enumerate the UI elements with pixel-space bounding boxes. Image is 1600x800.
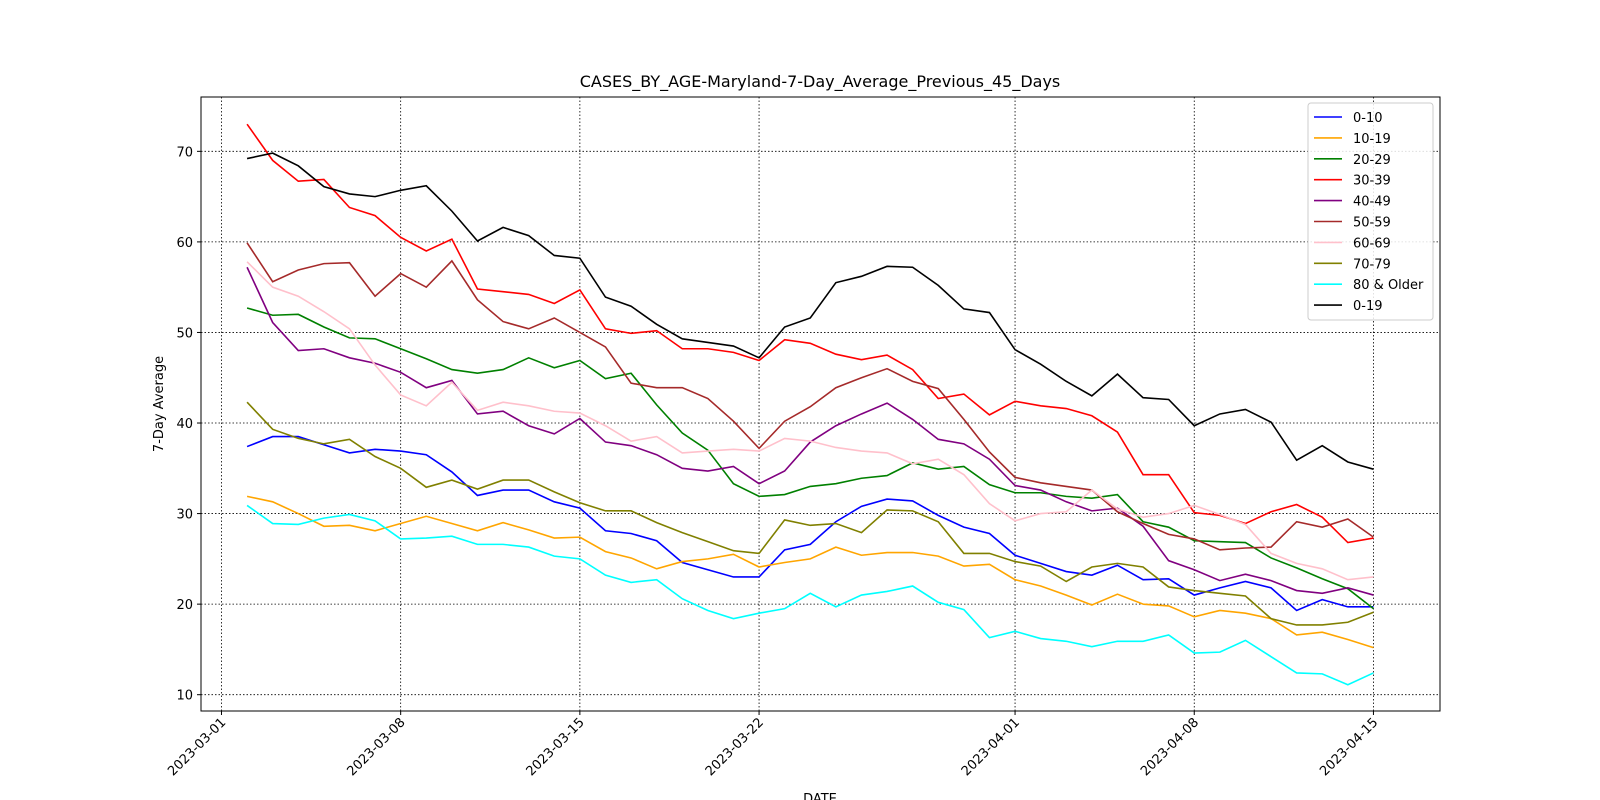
legend: 0-10 10-19 20-29 30-39 40-49 50-59 60-69 70-79 8… xyxy=(1307,102,1434,321)
series-line xyxy=(246,401,1374,626)
plot-frame xyxy=(200,96,1441,712)
y-tick-label: 40 xyxy=(176,417,193,432)
y-tick-label: 60 xyxy=(176,236,193,251)
y-axis-label: 7-Day Average xyxy=(152,356,167,452)
series-line xyxy=(246,307,1374,610)
legend-label: 80 & Older xyxy=(1353,278,1424,293)
legend-label: 50-59 xyxy=(1353,216,1391,231)
legend-box xyxy=(1307,102,1434,321)
series-line xyxy=(246,495,1374,649)
y-tick-label: 70 xyxy=(176,145,193,160)
y-tick-label: 50 xyxy=(176,326,193,341)
legend-label: 70-79 xyxy=(1353,257,1391,272)
y-tick-label: 30 xyxy=(176,508,193,523)
legend-label: 10-19 xyxy=(1353,132,1391,147)
series-line xyxy=(246,261,1374,581)
legend-label: 30-39 xyxy=(1353,174,1391,189)
legend-label: 20-29 xyxy=(1353,153,1391,168)
series-line xyxy=(246,504,1374,686)
series-line xyxy=(246,152,1374,470)
legend-label: 40-49 xyxy=(1353,195,1391,210)
series-line xyxy=(246,266,1374,596)
legend-label: 0-10 xyxy=(1353,111,1383,126)
legend-label: 0-19 xyxy=(1353,299,1383,314)
y-tick-label: 10 xyxy=(176,689,193,704)
x-axis-label: DATE xyxy=(803,792,837,800)
chart-title: CASES_BY_AGE-Maryland-7-Day_Average_Prev… xyxy=(580,72,1061,92)
y-tick-label: 20 xyxy=(176,598,193,613)
series-line xyxy=(246,123,1374,544)
legend-label: 60-69 xyxy=(1353,236,1391,251)
series-line xyxy=(246,242,1374,551)
